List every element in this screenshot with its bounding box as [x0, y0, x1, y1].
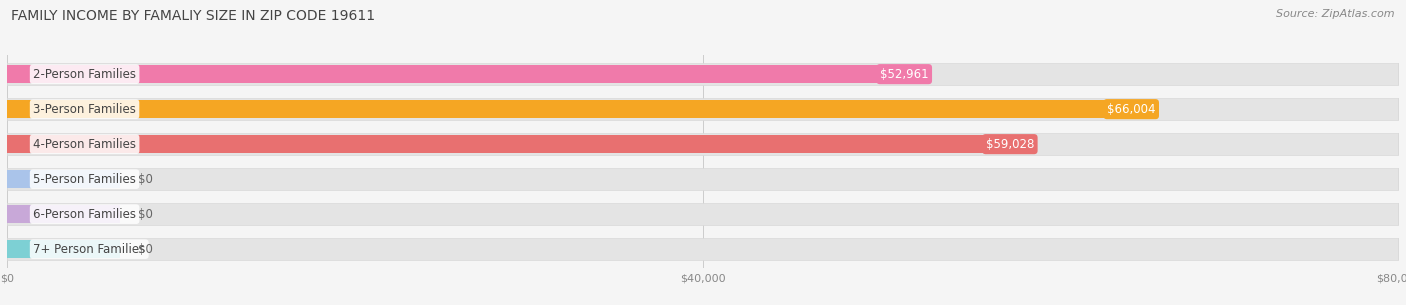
FancyBboxPatch shape	[7, 98, 1399, 120]
Text: $0: $0	[138, 173, 152, 186]
Text: $66,004: $66,004	[1107, 103, 1156, 116]
FancyBboxPatch shape	[7, 170, 120, 188]
FancyBboxPatch shape	[7, 63, 1399, 85]
Text: $0: $0	[138, 208, 152, 221]
FancyBboxPatch shape	[7, 205, 120, 223]
FancyBboxPatch shape	[7, 133, 1399, 155]
Text: Source: ZipAtlas.com: Source: ZipAtlas.com	[1277, 9, 1395, 19]
FancyBboxPatch shape	[7, 65, 928, 83]
Text: 3-Person Families: 3-Person Families	[34, 103, 136, 116]
FancyBboxPatch shape	[7, 100, 1156, 118]
Text: 7+ Person Families: 7+ Person Families	[34, 243, 145, 256]
FancyBboxPatch shape	[7, 203, 1399, 225]
FancyBboxPatch shape	[7, 238, 1399, 260]
Text: 6-Person Families: 6-Person Families	[34, 208, 136, 221]
FancyBboxPatch shape	[7, 240, 120, 258]
Text: 5-Person Families: 5-Person Families	[34, 173, 136, 186]
Text: FAMILY INCOME BY FAMALIY SIZE IN ZIP CODE 19611: FAMILY INCOME BY FAMALIY SIZE IN ZIP COD…	[11, 9, 375, 23]
Text: $59,028: $59,028	[986, 138, 1033, 151]
FancyBboxPatch shape	[7, 135, 1033, 153]
Text: 4-Person Families: 4-Person Families	[34, 138, 136, 151]
Text: $0: $0	[138, 243, 152, 256]
FancyBboxPatch shape	[7, 168, 1399, 190]
Text: $52,961: $52,961	[880, 68, 928, 81]
Text: 2-Person Families: 2-Person Families	[34, 68, 136, 81]
